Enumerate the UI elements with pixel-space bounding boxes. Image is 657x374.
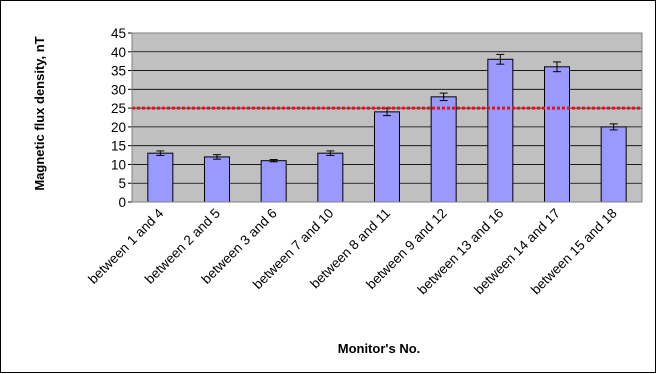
y-tick-label: 30 xyxy=(111,82,126,97)
bar xyxy=(204,156,230,203)
bar xyxy=(600,126,627,203)
error-bar xyxy=(213,154,221,160)
axes xyxy=(128,32,643,203)
y-tick-label: 20 xyxy=(111,120,126,135)
bar xyxy=(147,152,174,203)
error-bar xyxy=(439,92,448,102)
error-bar xyxy=(326,150,335,156)
plot-border xyxy=(131,32,643,203)
x-axis-title: Monitor's No. xyxy=(338,341,421,356)
bar xyxy=(317,152,344,203)
bar xyxy=(544,66,570,203)
bar xyxy=(430,96,457,203)
y-tick-labels: 0 5 10 15 20 25 30 35 40 45 xyxy=(111,26,126,210)
error-bar xyxy=(553,61,561,73)
y-tick-label: 35 xyxy=(111,64,126,79)
bars xyxy=(147,58,627,203)
error-bar xyxy=(609,123,618,131)
y-tick-label: 5 xyxy=(118,176,126,191)
y-tick-label: 45 xyxy=(111,26,126,41)
error-bar xyxy=(156,150,165,156)
y-axis-title: Magnetic flux density, nT xyxy=(32,36,47,190)
y-tick-label: 15 xyxy=(111,139,126,154)
error-bar xyxy=(269,159,278,163)
bar xyxy=(374,111,400,203)
y-tick-label: 0 xyxy=(118,195,126,210)
y-tick-label: 40 xyxy=(111,45,126,60)
bar xyxy=(260,160,287,203)
bar xyxy=(487,58,514,203)
error-bar xyxy=(496,53,505,65)
y-tick-label: 10 xyxy=(111,157,126,172)
y-tick-label: 25 xyxy=(111,101,126,116)
